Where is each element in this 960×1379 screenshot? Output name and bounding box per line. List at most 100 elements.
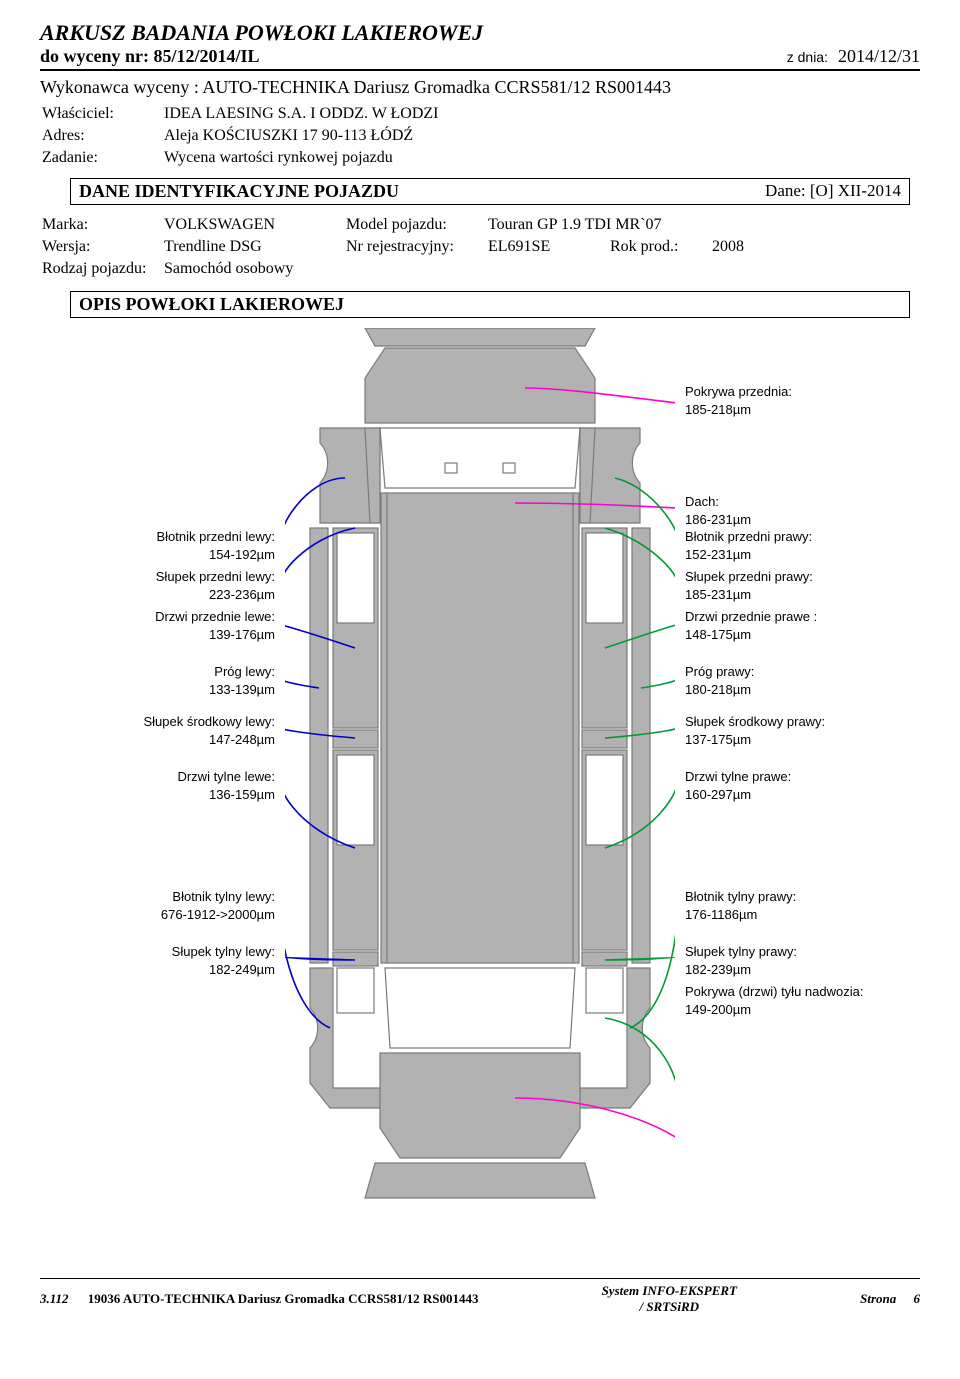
annot-value: 180-218µm	[685, 681, 754, 699]
footer-right: Strona 6	[860, 1291, 920, 1307]
ident-section-box: DANE IDENTYFIKACYJNE POJAZDU Dane: [O] X…	[70, 178, 910, 205]
annot-blotnik-tl: Błotnik tylny lewy: 676-1912->2000µm	[161, 888, 275, 923]
annot-pokrywa-przednia: Pokrywa przednia: 185-218µm	[685, 383, 792, 418]
annot-title: Słupek środkowy lewy:	[144, 713, 276, 731]
annot-title: Pokrywa przednia:	[685, 383, 792, 401]
annot-title: Słupek tylny prawy:	[685, 943, 797, 961]
annot-slupek-tl: Słupek tylny lewy: 182-249µm	[172, 943, 275, 978]
annot-blotnik-tp: Błotnik tylny prawy: 176-1186µm	[685, 888, 796, 923]
annot-value: 154-192µm	[157, 546, 276, 564]
zdnia-value: 2014/12/31	[838, 46, 920, 66]
annot-title: Drzwi tylne lewe:	[177, 768, 275, 786]
annot-value: 137-175µm	[685, 731, 825, 749]
annot-value: 133-139µm	[209, 681, 275, 699]
annot-value: 182-249µm	[172, 961, 275, 979]
annot-title: Błotnik przedni lewy:	[157, 528, 276, 546]
footer-right-l: Strona	[860, 1291, 896, 1306]
owner-value: IDEA LAESING S.A. I ODDZ. W ŁODZI	[164, 104, 439, 124]
annot-title: Błotnik tylny prawy:	[685, 888, 796, 906]
address-value: Aleja KOŚCIUSZKI 17 90-113 ŁÓDŹ	[164, 126, 439, 146]
model-l: Model pojazdu:	[346, 215, 486, 235]
task-value: Wycena wartości rynkowej pojazdu	[164, 148, 439, 168]
annot-slupek-pp: Słupek przedni prawy: 185-231µm	[685, 568, 813, 603]
ident-heading: DANE IDENTYFIKACYJNE POJAZDU	[79, 181, 399, 202]
annot-title: Drzwi przednie lewe:	[155, 608, 275, 626]
annot-value: 176-1186µm	[685, 906, 796, 924]
annot-value: 148-175µm	[685, 626, 817, 644]
date-block: z dnia: 2014/12/31	[787, 46, 920, 67]
annot-value: 676-1912->2000µm	[161, 906, 275, 924]
wersja-l: Wersja:	[42, 237, 162, 257]
rej-v: EL691SE	[488, 237, 608, 257]
rodzaj-l: Rodzaj pojazdu:	[42, 259, 162, 279]
annot-drzwi-pl: Drzwi przednie lewe: 139-176µm	[155, 608, 275, 643]
doc-header: ARKUSZ BADANIA POWŁOKI LAKIEROWEJ do wyc…	[40, 20, 920, 170]
opis-heading: OPIS POWŁOKI LAKIEROWEJ	[79, 294, 344, 315]
annot-title: Drzwi tylne prawe:	[685, 768, 791, 786]
footer-code: 3.112	[40, 1291, 69, 1306]
opis-section-box: OPIS POWŁOKI LAKIEROWEJ	[70, 291, 910, 318]
annot-value: 149-200µm	[685, 1001, 863, 1019]
annot-slupek-tp: Słupek tylny prawy: 182-239µm	[685, 943, 797, 978]
annot-value: 182-239µm	[685, 961, 797, 979]
annot-value: 147-248µm	[144, 731, 276, 749]
annot-title: Dach:	[685, 493, 751, 511]
annot-value: 152-231µm	[685, 546, 812, 564]
footer-left-block: 3.112 19036 AUTO-TECHNIKA Dariusz Gromad…	[40, 1291, 478, 1307]
diagram-area: Pokrywa przednia: 185-218µm Dach: 186-23…	[40, 328, 920, 1248]
annot-value: 160-297µm	[685, 786, 791, 804]
annot-blotnik-pl: Błotnik przedni lewy: 154-192µm	[157, 528, 276, 563]
marka-l: Marka:	[42, 215, 162, 235]
annot-prog-p: Próg prawy: 180-218µm	[685, 663, 754, 698]
car-diagram-svg	[285, 328, 675, 1208]
zdnia-label: z dnia:	[787, 49, 828, 65]
footer-right-v: 6	[914, 1291, 921, 1306]
annot-drzwi-tl: Drzwi tylne lewe: 136-159µm	[177, 768, 275, 803]
annot-value: 136-159µm	[177, 786, 275, 804]
wersja-v: Trendline DSG	[164, 237, 344, 257]
annot-slupek-sl: Słupek środkowy lewy: 147-248µm	[144, 713, 276, 748]
vehicle-table: Marka: VOLKSWAGEN Model pojazdu: Touran …	[40, 213, 750, 281]
annot-value: 185-218µm	[685, 401, 792, 419]
title-main: ARKUSZ BADANIA POWŁOKI LAKIEROWEJ	[40, 20, 920, 46]
ident-dane-right: Dane: [O] XII-2014	[765, 181, 901, 202]
rodzaj-v: Samochód osobowy	[164, 259, 748, 279]
annot-title: Słupek tylny lewy:	[172, 943, 275, 961]
annot-value: 186-231µm	[685, 511, 751, 529]
annot-title: Próg prawy:	[685, 663, 754, 681]
title-sub: do wyceny nr: 85/12/2014/IL	[40, 46, 260, 67]
footer-center2: / SRTSiRD	[602, 1299, 737, 1315]
annot-value: 139-176µm	[155, 626, 275, 644]
footer-left: 19036 AUTO-TECHNIKA Dariusz Gromadka CCR…	[88, 1291, 479, 1306]
annot-value: 185-231µm	[685, 586, 813, 604]
footer-center1: System INFO-EKSPERT	[602, 1283, 737, 1299]
annot-title: Słupek przedni lewy:	[156, 568, 275, 586]
annot-title: Błotnik tylny lewy:	[161, 888, 275, 906]
footer-center: System INFO-EKSPERT / SRTSiRD	[602, 1283, 737, 1314]
performer: Wykonawca wyceny : AUTO-TECHNIKA Dariusz…	[40, 77, 920, 98]
annot-blotnik-pp: Błotnik przedni prawy: 152-231µm	[685, 528, 812, 563]
rok-l: Rok prod.:	[610, 237, 710, 257]
annot-title: Pokrywa (drzwi) tyłu nadwozia:	[685, 983, 863, 1001]
address-label: Adres:	[42, 126, 162, 146]
annot-title: Błotnik przedni prawy:	[685, 528, 812, 546]
annot-title: Drzwi przednie prawe :	[685, 608, 817, 626]
annot-slupek-sp: Słupek środkowy prawy: 137-175µm	[685, 713, 825, 748]
annot-title: Słupek środkowy prawy:	[685, 713, 825, 731]
annot-title: Słupek przedni prawy:	[685, 568, 813, 586]
annot-dach: Dach: 186-231µm	[685, 493, 751, 528]
annot-drzwi-pp: Drzwi przednie prawe : 148-175µm	[685, 608, 817, 643]
annot-drzwi-tp: Drzwi tylne prawe: 160-297µm	[685, 768, 791, 803]
marka-v: VOLKSWAGEN	[164, 215, 344, 235]
task-label: Zadanie:	[42, 148, 162, 168]
annot-prog-l: Próg lewy: 133-139µm	[209, 663, 275, 698]
rej-l: Nr rejestracyjny:	[346, 237, 486, 257]
rok-v: 2008	[712, 237, 748, 257]
annot-slupek-pl: Słupek przedni lewy: 223-236µm	[156, 568, 275, 603]
owner-label: Właściciel:	[42, 104, 162, 124]
annot-title: Próg lewy:	[209, 663, 275, 681]
info-table: Właściciel:IDEA LAESING S.A. I ODDZ. W Ł…	[40, 102, 441, 170]
page-footer: 3.112 19036 AUTO-TECHNIKA Dariusz Gromad…	[40, 1278, 920, 1314]
annot-pokrywa-tyl: Pokrywa (drzwi) tyłu nadwozia: 149-200µm	[685, 983, 863, 1018]
model-v: Touran GP 1.9 TDI MR`07	[488, 215, 748, 235]
